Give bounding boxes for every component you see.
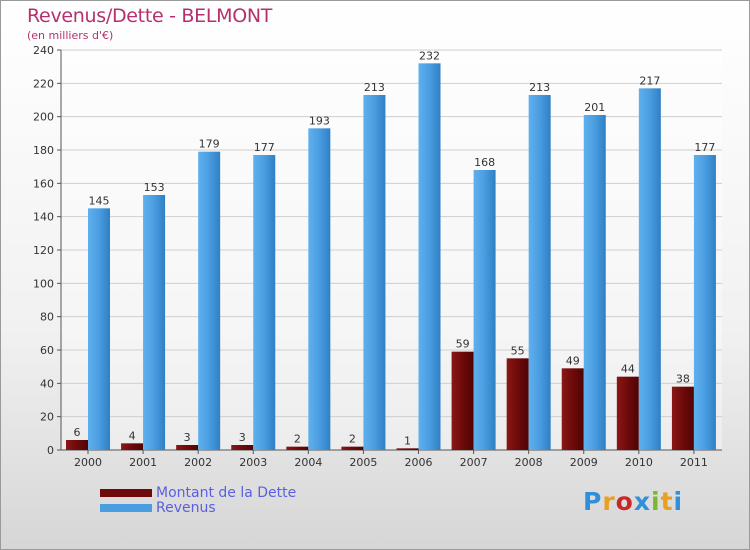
logo-letter: o <box>615 487 634 516</box>
x-tick-label: 2008 <box>515 456 543 469</box>
bar-revenus <box>583 115 606 450</box>
legend-swatch-dette <box>100 489 152 497</box>
logo-letter: i <box>651 487 661 516</box>
y-tick-label: 140 <box>33 211 54 224</box>
data-label-dette: 49 <box>566 354 580 367</box>
y-tick-label: 200 <box>33 111 54 124</box>
data-label-revenus: 145 <box>89 194 110 207</box>
bar-revenus <box>528 95 551 450</box>
y-tick-label: 100 <box>33 277 54 290</box>
data-label-dette: 2 <box>349 433 356 446</box>
data-label-revenus: 179 <box>199 138 220 151</box>
y-tick-label: 220 <box>33 77 54 90</box>
data-label-dette: 6 <box>74 426 81 439</box>
bar-revenus <box>143 195 166 450</box>
logo-letter: P <box>583 487 603 516</box>
x-tick-label: 2005 <box>349 456 377 469</box>
bar-revenus <box>418 63 441 450</box>
bar-dette <box>176 445 199 450</box>
data-label-dette: 1 <box>404 434 411 447</box>
data-label-dette: 44 <box>621 363 635 376</box>
chart-subtitle: (en milliers d'€) <box>27 29 114 42</box>
legend-label-dette: Montant de la Dette <box>156 485 297 501</box>
logo-letter: x <box>633 487 651 516</box>
y-tick-label: 80 <box>40 311 54 324</box>
bar-revenus <box>88 208 110 450</box>
data-label-revenus: 168 <box>474 156 495 169</box>
x-tick-label: 2010 <box>625 456 653 469</box>
bar-revenus <box>693 155 716 450</box>
y-tick-label: 160 <box>33 177 54 190</box>
bar-dette <box>396 448 419 450</box>
bar-dette <box>506 358 529 450</box>
x-tick-label: 2001 <box>129 456 157 469</box>
y-tick-label: 20 <box>40 411 54 424</box>
logo-letter: r <box>602 487 616 516</box>
data-label-revenus: 193 <box>309 114 330 127</box>
y-tick-label: 40 <box>40 377 54 390</box>
chart-title: Revenus/Dette - BELMONT <box>27 5 273 27</box>
bar-dette <box>286 446 309 450</box>
data-label-revenus: 177 <box>254 141 275 154</box>
bar-revenus <box>198 151 221 450</box>
data-label-revenus: 217 <box>639 74 660 87</box>
data-label-revenus: 213 <box>364 81 385 94</box>
bar-revenus <box>308 128 331 451</box>
x-tick-label: 2000 <box>74 456 102 469</box>
x-tick-label: 2002 <box>184 456 212 469</box>
data-label-dette: 4 <box>129 429 136 442</box>
x-tick-label: 2007 <box>460 456 488 469</box>
legend-label-revenus: Revenus <box>156 500 216 516</box>
bar-dette <box>231 445 254 450</box>
logo-letter: i <box>673 487 684 516</box>
y-tick-label: 120 <box>33 244 54 257</box>
x-tick-label: 2011 <box>680 456 708 469</box>
bar-dette <box>561 368 584 450</box>
y-tick-label: 0 <box>47 444 54 457</box>
bar-dette <box>341 446 364 450</box>
y-tick-label: 240 <box>33 44 54 57</box>
bar-revenus <box>473 170 496 450</box>
bar-dette <box>66 440 88 450</box>
data-label-dette: 59 <box>456 338 470 351</box>
bar-revenus <box>363 95 386 450</box>
bar-dette <box>121 443 144 450</box>
proxiti-logo: Proxiti <box>583 487 683 516</box>
x-tick-label: 2004 <box>294 456 322 469</box>
logo-letter: t <box>660 487 674 516</box>
x-tick-label: 2003 <box>239 456 267 469</box>
bar-dette <box>616 376 639 450</box>
data-label-revenus: 201 <box>584 101 605 114</box>
y-tick-label: 180 <box>33 144 54 157</box>
data-label-revenus: 153 <box>144 181 165 194</box>
data-label-revenus: 177 <box>694 141 715 154</box>
bar-dette <box>451 351 474 450</box>
data-label-dette: 3 <box>239 431 246 444</box>
data-label-dette: 38 <box>676 373 690 386</box>
data-label-revenus: 213 <box>529 81 550 94</box>
bar-revenus <box>638 88 661 450</box>
x-tick-label: 2009 <box>570 456 598 469</box>
bar-dette <box>671 386 694 450</box>
data-label-dette: 2 <box>294 433 301 446</box>
bar-revenus <box>253 155 276 450</box>
legend-swatch-revenus <box>100 504 152 512</box>
x-tick-label: 2006 <box>405 456 433 469</box>
data-label-revenus: 232 <box>419 49 440 62</box>
data-label-dette: 3 <box>184 431 191 444</box>
y-tick-label: 60 <box>40 344 54 357</box>
data-label-dette: 55 <box>511 344 525 357</box>
